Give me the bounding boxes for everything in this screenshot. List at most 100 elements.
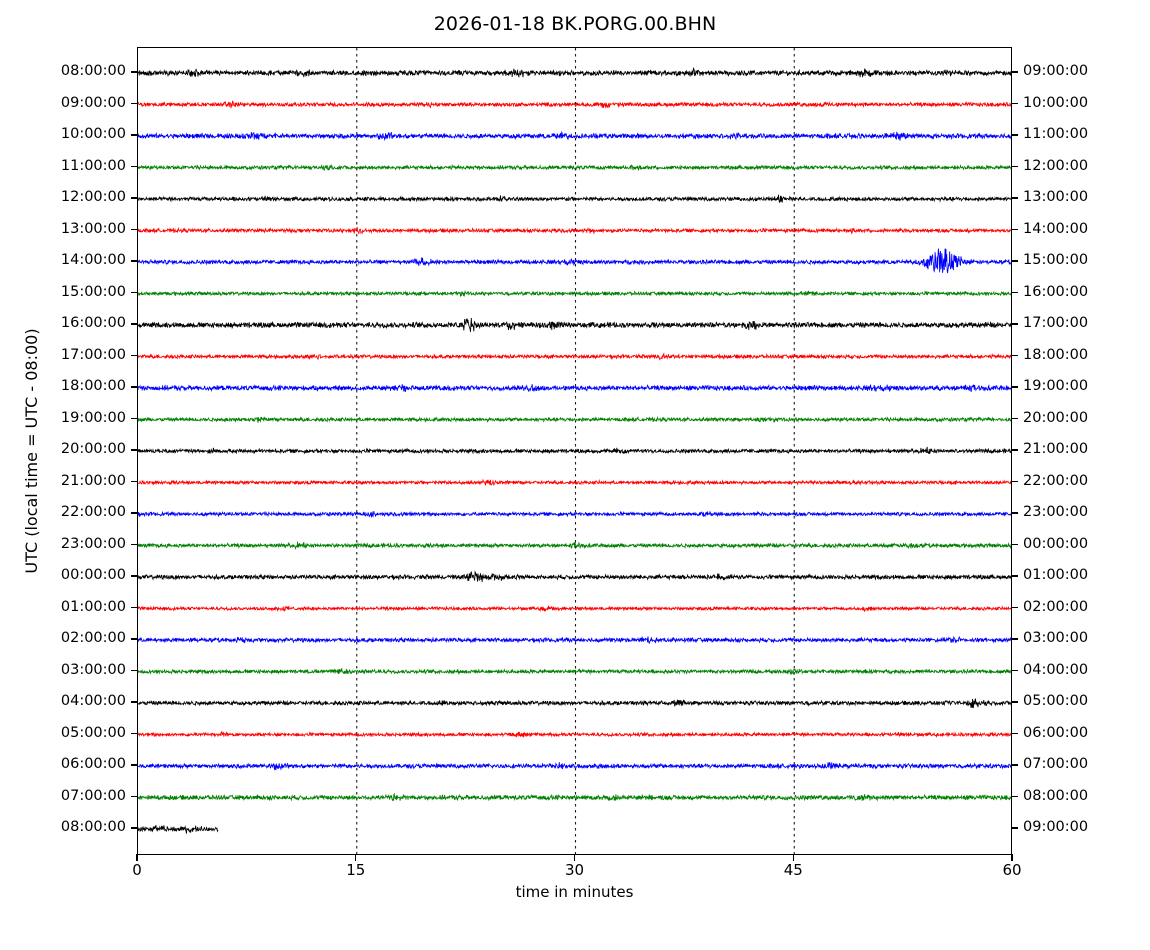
y-tick-mark-right	[1011, 71, 1018, 73]
y-tick-mark-left	[131, 575, 138, 577]
y-tick-mark-right	[1011, 480, 1018, 483]
trace-row	[138, 478, 1011, 486]
y-tick-mark-left	[131, 354, 138, 357]
y-tick-mark-right	[1011, 165, 1018, 168]
x-tick-mark	[1011, 854, 1013, 861]
y-tick-mark-left	[131, 291, 138, 294]
trace-row	[138, 730, 1011, 739]
y-tick-mark-left	[131, 228, 138, 231]
y-tick-label-right: 11:00:00	[1023, 126, 1089, 142]
y-tick-mark-left	[131, 701, 138, 703]
y-tick-mark-left	[131, 134, 138, 136]
y-tick-mark-left	[131, 795, 138, 798]
y-tick-label-left: 21:00:00	[60, 472, 126, 489]
y-tick-label-right: 09:00:00	[1023, 819, 1089, 835]
trace-row	[138, 415, 1011, 424]
y-tick-mark-right	[1011, 354, 1018, 357]
y-tick-mark-left	[131, 638, 138, 640]
y-tick-label-right: 21:00:00	[1023, 441, 1089, 457]
x-tick-mark	[792, 854, 794, 861]
y-tick-mark-right	[1011, 638, 1018, 640]
y-tick-mark-left	[131, 102, 138, 105]
y-tick-mark-left	[131, 732, 138, 735]
y-tick-mark-right	[1011, 669, 1018, 672]
y-tick-mark-right	[1011, 417, 1018, 420]
x-tick-label: 15	[346, 861, 366, 879]
trace-row	[138, 130, 1011, 142]
trace-row	[138, 446, 1011, 455]
y-tick-label-right: 16:00:00	[1023, 283, 1089, 300]
trace-row	[138, 605, 1011, 613]
y-tick-label-left: 09:00:00	[60, 94, 126, 111]
trace-row	[138, 67, 1011, 78]
y-tick-mark-right	[1011, 827, 1018, 829]
plot-area	[137, 47, 1012, 855]
y-tick-label-right: 07:00:00	[1023, 756, 1089, 772]
y-tick-mark-right	[1011, 386, 1018, 388]
trace-row	[138, 792, 1011, 802]
y-tick-mark-right	[1011, 291, 1018, 294]
trace-row	[138, 761, 1011, 771]
y-tick-mark-right	[1011, 575, 1018, 577]
y-tick-label-right: 14:00:00	[1023, 220, 1089, 237]
y-tick-label-left: 04:00:00	[60, 693, 126, 709]
y-tick-label-right: 02:00:00	[1023, 598, 1089, 615]
x-tick-label: 0	[132, 861, 142, 879]
y-tick-mark-right	[1011, 701, 1018, 703]
trace-row	[138, 352, 1011, 361]
y-tick-label-right: 15:00:00	[1023, 252, 1089, 268]
trace-row	[138, 824, 219, 834]
y-tick-label-right: 22:00:00	[1023, 472, 1089, 489]
y-tick-label-left: 15:00:00	[60, 283, 126, 300]
y-tick-mark-left	[131, 386, 138, 388]
page-title: 2026-01-18 BK.PORG.00.BHN	[433, 13, 717, 35]
trace-row	[138, 570, 1011, 583]
x-tick-label: 45	[783, 861, 803, 879]
y-tick-label-right: 18:00:00	[1023, 346, 1089, 363]
trace-row	[138, 248, 1011, 274]
y-tick-label-left: 00:00:00	[60, 567, 126, 583]
y-tick-mark-left	[131, 323, 138, 325]
y-tick-label-right: 04:00:00	[1023, 661, 1089, 678]
y-tick-mark-left	[131, 71, 138, 73]
trace-row	[138, 194, 1011, 204]
x-tick-label: 60	[1002, 861, 1022, 879]
y-tick-mark-left	[131, 543, 138, 546]
y-tick-mark-right	[1011, 764, 1018, 766]
y-tick-label-right: 17:00:00	[1023, 315, 1089, 331]
trace-row	[138, 226, 1011, 235]
trace-row	[138, 163, 1011, 171]
trace-row	[138, 510, 1011, 518]
y-tick-label-left: 20:00:00	[60, 441, 126, 457]
y-tick-mark-left	[131, 197, 138, 199]
y-tick-label-right: 03:00:00	[1023, 630, 1089, 646]
y-tick-mark-right	[1011, 228, 1018, 231]
y-tick-mark-left	[131, 480, 138, 483]
y-tick-label-left: 02:00:00	[60, 630, 126, 646]
y-tick-mark-right	[1011, 449, 1018, 451]
y-tick-mark-right	[1011, 732, 1018, 735]
y-tick-label-right: 19:00:00	[1023, 378, 1089, 394]
y-tick-mark-right	[1011, 197, 1018, 199]
y-tick-label-left: 08:00:00	[60, 63, 126, 79]
y-tick-label-left: 03:00:00	[60, 661, 126, 678]
y-tick-label-left: 22:00:00	[60, 504, 126, 520]
x-axis-label: time in minutes	[515, 883, 634, 901]
y-tick-mark-left	[131, 449, 138, 451]
y-tick-label-right: 06:00:00	[1023, 724, 1089, 741]
trace-row	[138, 541, 1011, 551]
y-tick-label-left: 01:00:00	[60, 598, 126, 615]
y-tick-label-left: 18:00:00	[60, 378, 126, 394]
y-tick-label-left: 13:00:00	[60, 220, 126, 237]
y-tick-mark-right	[1011, 512, 1018, 514]
y-tick-label-right: 01:00:00	[1023, 567, 1089, 583]
y-tick-label-left: 05:00:00	[60, 724, 126, 741]
y-tick-label-right: 12:00:00	[1023, 157, 1089, 174]
y-tick-label-left: 12:00:00	[60, 189, 126, 205]
trace-row	[138, 668, 1011, 675]
y-tick-mark-right	[1011, 260, 1018, 262]
y-tick-mark-left	[131, 165, 138, 168]
x-tick-mark	[355, 854, 357, 861]
trace-row	[138, 100, 1011, 110]
trace-row	[138, 384, 1011, 393]
